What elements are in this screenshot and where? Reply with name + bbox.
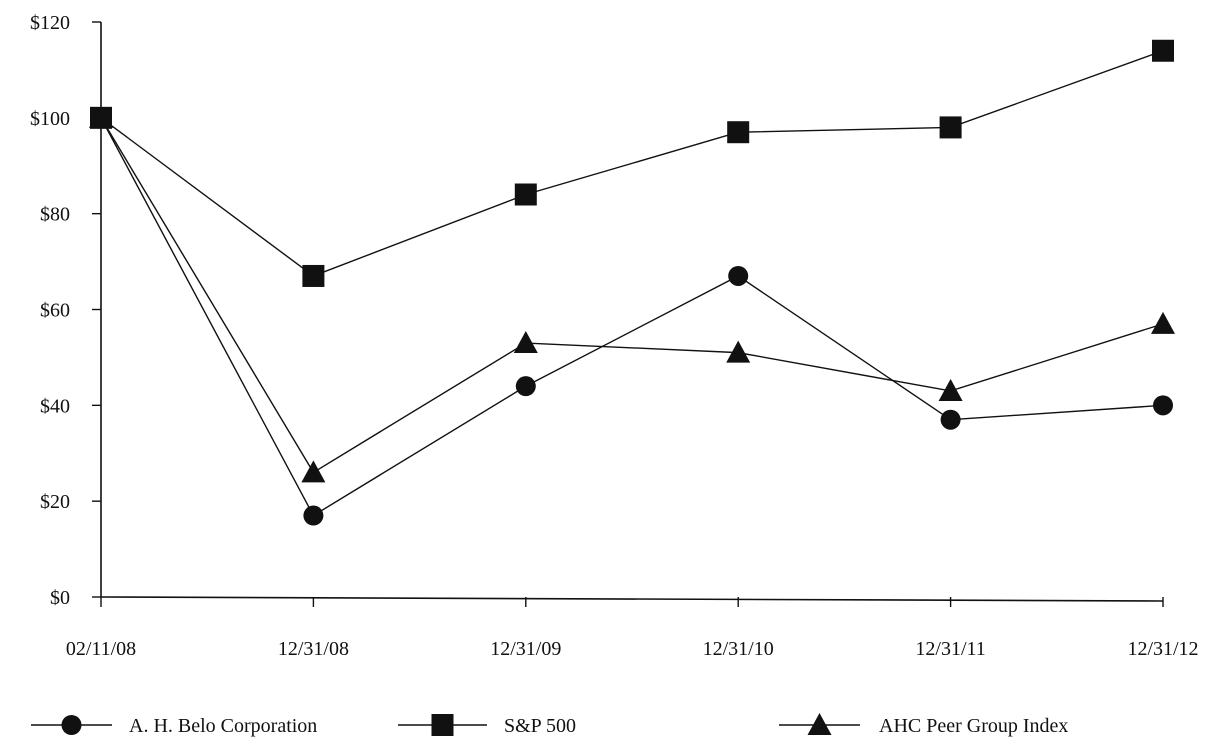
y-tick-label: $60 — [40, 300, 70, 322]
y-tick-label: $100 — [30, 108, 70, 130]
data-point — [301, 460, 326, 483]
y-axis-ticks: $0 $20 $40 $60 $80 $100 $120 — [30, 12, 101, 609]
y-tick-label: $0 — [50, 587, 70, 609]
data-point — [1151, 311, 1175, 334]
data-point — [89, 105, 113, 128]
series-square — [90, 39, 1174, 287]
series-circle — [91, 107, 1173, 526]
data-point — [938, 378, 963, 401]
y-tick-label: $80 — [40, 204, 70, 226]
legend-marker — [431, 714, 454, 736]
data-point — [515, 376, 536, 397]
legend-label: AHC Peer Group Index — [879, 715, 1068, 737]
legend-marker — [807, 713, 832, 735]
legend-marker — [61, 715, 82, 735]
series-group — [89, 39, 1175, 526]
data-point — [728, 265, 749, 286]
data-point — [939, 116, 962, 139]
legend: A. H. Belo Corporation S&P 500 AHC Peer Gr… — [31, 713, 1068, 737]
x-tick-label: 12/31/08 — [278, 638, 349, 660]
x-tick-label: 12/31/11 — [915, 638, 985, 660]
x-tick-label: 02/11/08 — [66, 638, 136, 660]
data-point — [726, 340, 751, 363]
x-tick-label: 12/31/10 — [703, 638, 774, 660]
x-axis-ticks: 02/11/08 12/31/08 12/31/09 12/31/10 12/31/11… — [66, 597, 1199, 660]
data-point — [1153, 395, 1173, 416]
x-tick-label: 12/31/12 — [1127, 638, 1198, 660]
series-triangle — [89, 105, 1175, 483]
legend-label: A. H. Belo Corporation — [129, 715, 317, 737]
legend-item: AHC Peer Group Index — [779, 713, 1068, 737]
x-tick-label: 12/31/09 — [490, 638, 561, 660]
data-point — [1152, 39, 1174, 62]
data-point — [303, 505, 324, 526]
series-line — [100, 50, 1164, 277]
legend-label: S&P 500 — [504, 715, 576, 737]
data-point — [513, 331, 538, 354]
data-point — [302, 264, 325, 287]
y-tick-label: $20 — [40, 491, 70, 513]
data-point — [514, 183, 537, 206]
legend-item: A. H. Belo Corporation — [31, 715, 317, 737]
x-axis-line — [100, 596, 1164, 602]
y-tick-label: $120 — [30, 12, 70, 34]
series-line — [100, 117, 1164, 517]
data-point — [940, 409, 961, 430]
legend-item: S&P 500 — [398, 714, 576, 737]
y-tick-label: $40 — [40, 395, 70, 417]
series-line — [100, 117, 1164, 474]
data-point — [727, 121, 750, 144]
